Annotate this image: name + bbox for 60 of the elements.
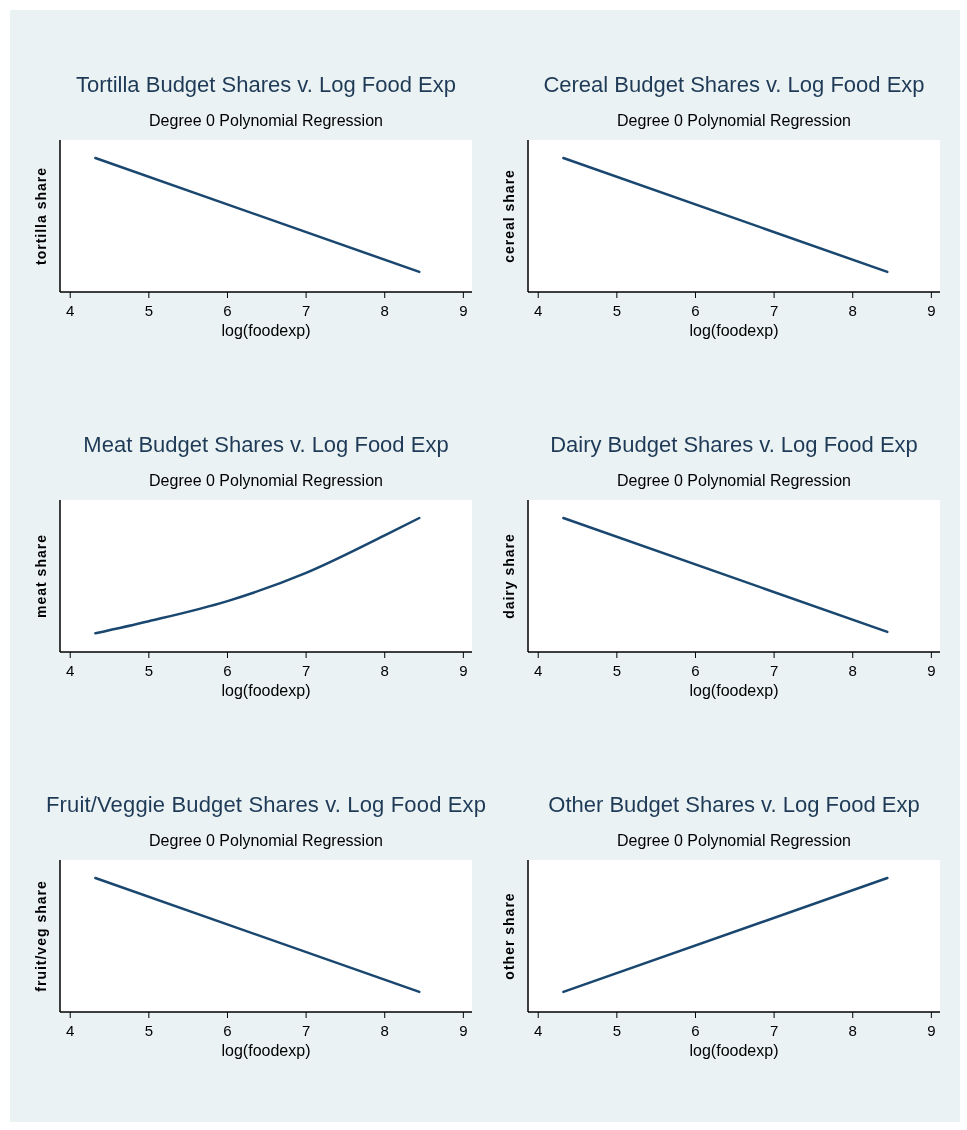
x-axis-title: log(foodexp) [221, 322, 311, 339]
x-tick-label: 8 [848, 662, 857, 679]
x-tick-label: 7 [769, 662, 779, 679]
x-tick-label: 6 [691, 1022, 700, 1039]
y-axis-title: fruit/veg share [33, 880, 49, 992]
x-tick-label: 6 [691, 302, 700, 319]
x-tick-label: 6 [223, 662, 232, 679]
chart-subtitle: Degree 0 Polynomial Regression [149, 832, 383, 849]
x-tick-label: 4 [66, 662, 75, 679]
x-axis-title: log(foodexp) [221, 682, 311, 699]
chart-title: Meat Budget Shares v. Log Food Exp [83, 432, 449, 457]
x-tick-label: 9 [927, 302, 936, 319]
x-tick-label: 7 [769, 302, 779, 319]
chart-subtitle: Degree 0 Polynomial Regression [149, 112, 383, 129]
x-tick-label: 9 [927, 1022, 936, 1039]
x-axis-title: log(foodexp) [689, 1042, 779, 1059]
y-axis-title: dairy share [501, 533, 517, 619]
x-tick-label: 9 [459, 1022, 468, 1039]
chart-title: Dairy Budget Shares v. Log Food Exp [550, 432, 918, 457]
y-axis-title: tortilla share [33, 166, 49, 266]
x-tick-label: 6 [691, 662, 700, 679]
x-tick-label: 8 [380, 662, 389, 679]
x-tick-label: 4 [66, 302, 75, 319]
x-tick-label: 5 [144, 662, 154, 679]
x-tick-label: 5 [612, 662, 622, 679]
x-axis-title: log(foodexp) [221, 1042, 311, 1059]
x-tick-label: 5 [144, 302, 154, 319]
x-tick-label: 7 [301, 302, 311, 319]
chart-title: Tortilla Budget Shares v. Log Food Exp [76, 72, 456, 97]
x-tick-label: 9 [927, 662, 936, 679]
x-tick-label: 4 [534, 302, 543, 319]
chart-title: Cereal Budget Shares v. Log Food Exp [543, 72, 925, 97]
x-tick-label: 7 [301, 662, 311, 679]
x-tick-label: 4 [534, 662, 543, 679]
y-axis-title: meat share [33, 534, 49, 618]
x-tick-label: 9 [459, 662, 468, 679]
chart-title: Fruit/Veggie Budget Shares v. Log Food Exp [46, 792, 486, 817]
chart-subtitle: Degree 0 Polynomial Regression [617, 832, 851, 849]
chart-subtitle: Degree 0 Polynomial Regression [617, 112, 851, 129]
x-tick-label: 8 [380, 302, 389, 319]
chart-title: Other Budget Shares v. Log Food Exp [548, 792, 920, 817]
chart-subtitle: Degree 0 Polynomial Regression [149, 472, 383, 489]
x-tick-label: 4 [66, 1022, 75, 1039]
chart-subtitle: Degree 0 Polynomial Regression [617, 472, 851, 489]
x-tick-label: 7 [301, 1022, 311, 1039]
x-tick-label: 8 [848, 1022, 857, 1039]
x-tick-label: 7 [769, 1022, 779, 1039]
x-tick-label: 6 [223, 1022, 232, 1039]
x-tick-label: 5 [144, 1022, 154, 1039]
x-tick-label: 5 [612, 302, 622, 319]
x-tick-label: 6 [223, 302, 232, 319]
y-axis-title: cereal share [501, 169, 517, 263]
y-axis-title: other share [501, 892, 517, 980]
x-tick-label: 4 [534, 1022, 543, 1039]
x-axis-title: log(foodexp) [689, 682, 779, 699]
x-tick-label: 8 [380, 1022, 389, 1039]
x-tick-label: 9 [459, 302, 468, 319]
x-tick-label: 5 [612, 1022, 622, 1039]
x-tick-label: 8 [848, 302, 857, 319]
x-axis-title: log(foodexp) [689, 322, 779, 339]
